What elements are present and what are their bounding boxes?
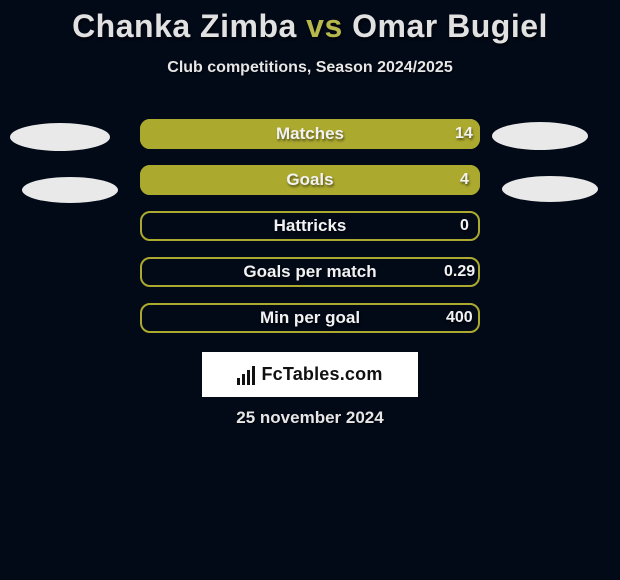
stat-label: Matches (276, 124, 344, 144)
stats-list: Matches 14 Goals 4 Hattricks 0 Goals per match… (0, 119, 620, 333)
stat-value-right: 4 (460, 171, 469, 189)
subtitle: Club competitions, Season 2024/2025 (0, 59, 620, 77)
player-b-name: Omar Bugiel (352, 8, 548, 44)
stat-value-right: 14 (455, 125, 473, 143)
stat-value-right: 0.29 (444, 263, 475, 281)
stat-row: Hattricks 0 (0, 211, 620, 241)
stat-label: Hattricks (274, 216, 347, 236)
stat-row: Min per goal 400 (0, 303, 620, 333)
stat-label: Goals per match (243, 262, 376, 282)
stat-row: Goals 4 (0, 165, 620, 195)
stat-label: Goals (286, 170, 333, 190)
title-vs: vs (306, 8, 343, 44)
comparison-card: Chanka Zimba vs Omar Bugiel Club competi… (0, 0, 620, 580)
bar-chart-icon (237, 365, 255, 385)
brand-badge[interactable]: FcTables.com (202, 352, 418, 397)
stat-value-right: 400 (446, 309, 473, 327)
player-a-name: Chanka Zimba (72, 8, 297, 44)
stat-row: Matches 14 (0, 119, 620, 149)
date-text: 25 november 2024 (0, 408, 620, 428)
stat-value-right: 0 (460, 217, 469, 235)
stat-row: Goals per match 0.29 (0, 257, 620, 287)
page-title: Chanka Zimba vs Omar Bugiel (0, 0, 620, 45)
brand-text: FcTables.com (261, 364, 382, 385)
stat-label: Min per goal (260, 308, 360, 328)
